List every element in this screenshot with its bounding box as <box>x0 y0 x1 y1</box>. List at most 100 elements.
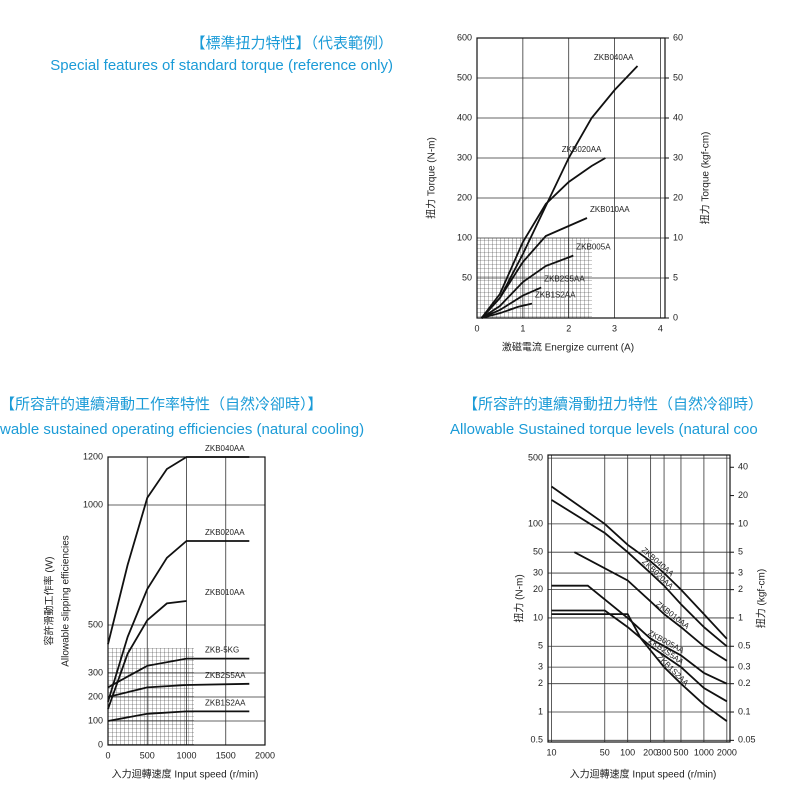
y2-tick-label: 50 <box>673 72 683 82</box>
x-tick-label: 500 <box>673 747 688 757</box>
y-tick-label: 400 <box>457 112 472 122</box>
series-label: ZKB2S5AA <box>205 671 246 680</box>
x-axis-label: 入力迴轉速度 Input speed (r/min) <box>570 768 717 781</box>
series-label: ZKB040AA <box>205 444 245 453</box>
y2-tick-label: 20 <box>738 490 748 500</box>
chart-title: 【所容許的連續滑動工作率特性（自然冷卻時）】 <box>0 396 323 413</box>
x-tick-label: 500 <box>140 750 155 760</box>
series-label: ZKB010AA <box>654 600 691 632</box>
y-tick-label: 10 <box>533 612 543 622</box>
y-tick-label: 1200 <box>83 451 103 461</box>
series-line <box>107 600 187 710</box>
y-tick-label: 500 <box>88 619 103 629</box>
series-line <box>551 613 728 722</box>
x-tick-label: 10 <box>546 747 556 757</box>
series-label: ZKB2S5AA <box>544 275 585 284</box>
y2-axis-label: 扭力 (kgf-cm) <box>755 569 768 628</box>
y-tick-label: 200 <box>457 192 472 202</box>
y2-tick-label: 10 <box>673 232 683 242</box>
series-line <box>107 682 250 698</box>
series-line <box>481 286 542 319</box>
chart-title: 【標準扭力特性】（代表範例） <box>190 34 393 52</box>
y2-tick-label: 10 <box>738 518 748 528</box>
x-tick-label: 100 <box>620 747 635 757</box>
y2-tick-label: 2 <box>738 584 743 594</box>
series-label: ZKB040AA <box>594 53 634 62</box>
y-axis-label: 扭力 Torque (N-m) <box>425 137 438 219</box>
y-tick-label: 1000 <box>83 499 103 509</box>
y2-tick-label: 60 <box>673 32 683 42</box>
chart-title: 【所容許的連續滑動扭力特性（自然冷卻時） <box>463 396 763 413</box>
y-tick-label: 50 <box>533 547 543 557</box>
y-axis-label: 容許滑動工作率 (W) <box>43 557 56 646</box>
x-tick-label: 0 <box>474 323 479 333</box>
y2-tick-label: 5 <box>738 547 743 557</box>
y-tick-label: 5 <box>538 641 543 651</box>
y-tick-label: 300 <box>457 152 472 162</box>
y-tick-label: 100 <box>528 518 543 528</box>
x-tick-label: 50 <box>600 747 610 757</box>
plot-frame <box>476 37 666 319</box>
series-line <box>550 485 728 640</box>
y2-tick-label: 30 <box>673 152 683 162</box>
series-label: ZKB005A <box>576 243 611 252</box>
y2-tick-label: 0.3 <box>738 662 751 672</box>
hatched-region <box>108 648 194 745</box>
series-label: ZKB1S2AA <box>205 699 246 708</box>
series-line <box>481 254 574 319</box>
series-line <box>480 217 588 319</box>
series-line <box>107 710 250 722</box>
series-line <box>481 302 533 319</box>
y2-tick-label: 5 <box>673 272 678 282</box>
y-tick-label: 3 <box>538 662 543 672</box>
y2-tick-label: 1 <box>738 612 743 622</box>
y-tick-label: 0.5 <box>530 735 543 745</box>
y2-tick-label: 0.2 <box>738 678 751 688</box>
x-tick-label: 1 <box>520 323 525 333</box>
x-axis-label: 激磁電流 Energize current (A) <box>502 341 634 354</box>
x-tick-label: 1000 <box>176 750 196 760</box>
y2-tick-label: 40 <box>673 112 683 122</box>
x-tick-label: 1500 <box>216 750 236 760</box>
series-label: ZKB020AA <box>205 528 245 537</box>
x-tick-label: 4 <box>658 323 663 333</box>
series-line <box>107 456 250 645</box>
series-line <box>573 551 728 662</box>
chart-subtitle: wable sustained operating efficiencies (… <box>0 421 364 438</box>
series-label: ZKB1S2AA <box>535 291 576 300</box>
y-tick-label: 20 <box>533 584 543 594</box>
y-axis-label: Allowable slipping efficiencies <box>61 535 72 667</box>
y2-tick-label: 0.5 <box>738 641 751 651</box>
y-tick-label: 2 <box>538 678 543 688</box>
series-label: ZKB-5KG <box>205 646 239 655</box>
series-line <box>551 499 728 647</box>
plot-frame <box>547 454 731 743</box>
y-axis-label: 扭力 (N-m) <box>513 574 526 622</box>
y2-tick-label: 0.05 <box>738 735 756 745</box>
y2-tick-label: 0.1 <box>738 706 751 716</box>
y2-tick-label: 3 <box>738 567 743 577</box>
series-line <box>551 609 728 703</box>
series-line <box>551 584 728 685</box>
series-line <box>107 540 250 703</box>
y-tick-label: 100 <box>88 715 103 725</box>
x-tick-label: 2000 <box>717 747 737 757</box>
y2-axis-label: 扭力 Torque (kgf-cm) <box>699 132 712 225</box>
x-tick-label: 3 <box>612 323 617 333</box>
series-label: ZKB010AA <box>590 205 630 214</box>
series-label: ZKB010AA <box>205 588 245 597</box>
chart-subtitle: Special features of standard torque (ref… <box>50 57 393 74</box>
chart-subtitle: Allowable Sustained torque levels (natur… <box>450 421 758 438</box>
y-tick-label: 100 <box>457 232 472 242</box>
y-tick-label: 500 <box>528 453 543 463</box>
y2-tick-label: 0 <box>673 312 678 322</box>
y2-tick-label: 20 <box>673 192 683 202</box>
x-axis-label: 入力迴轉速度 Input speed (r/min) <box>112 768 259 781</box>
x-tick-label: 1000 <box>694 747 714 757</box>
x-tick-label: 2000 <box>255 750 275 760</box>
y-tick-label: 200 <box>88 691 103 701</box>
y-tick-label: 30 <box>533 567 543 577</box>
y-tick-label: 600 <box>457 32 472 42</box>
